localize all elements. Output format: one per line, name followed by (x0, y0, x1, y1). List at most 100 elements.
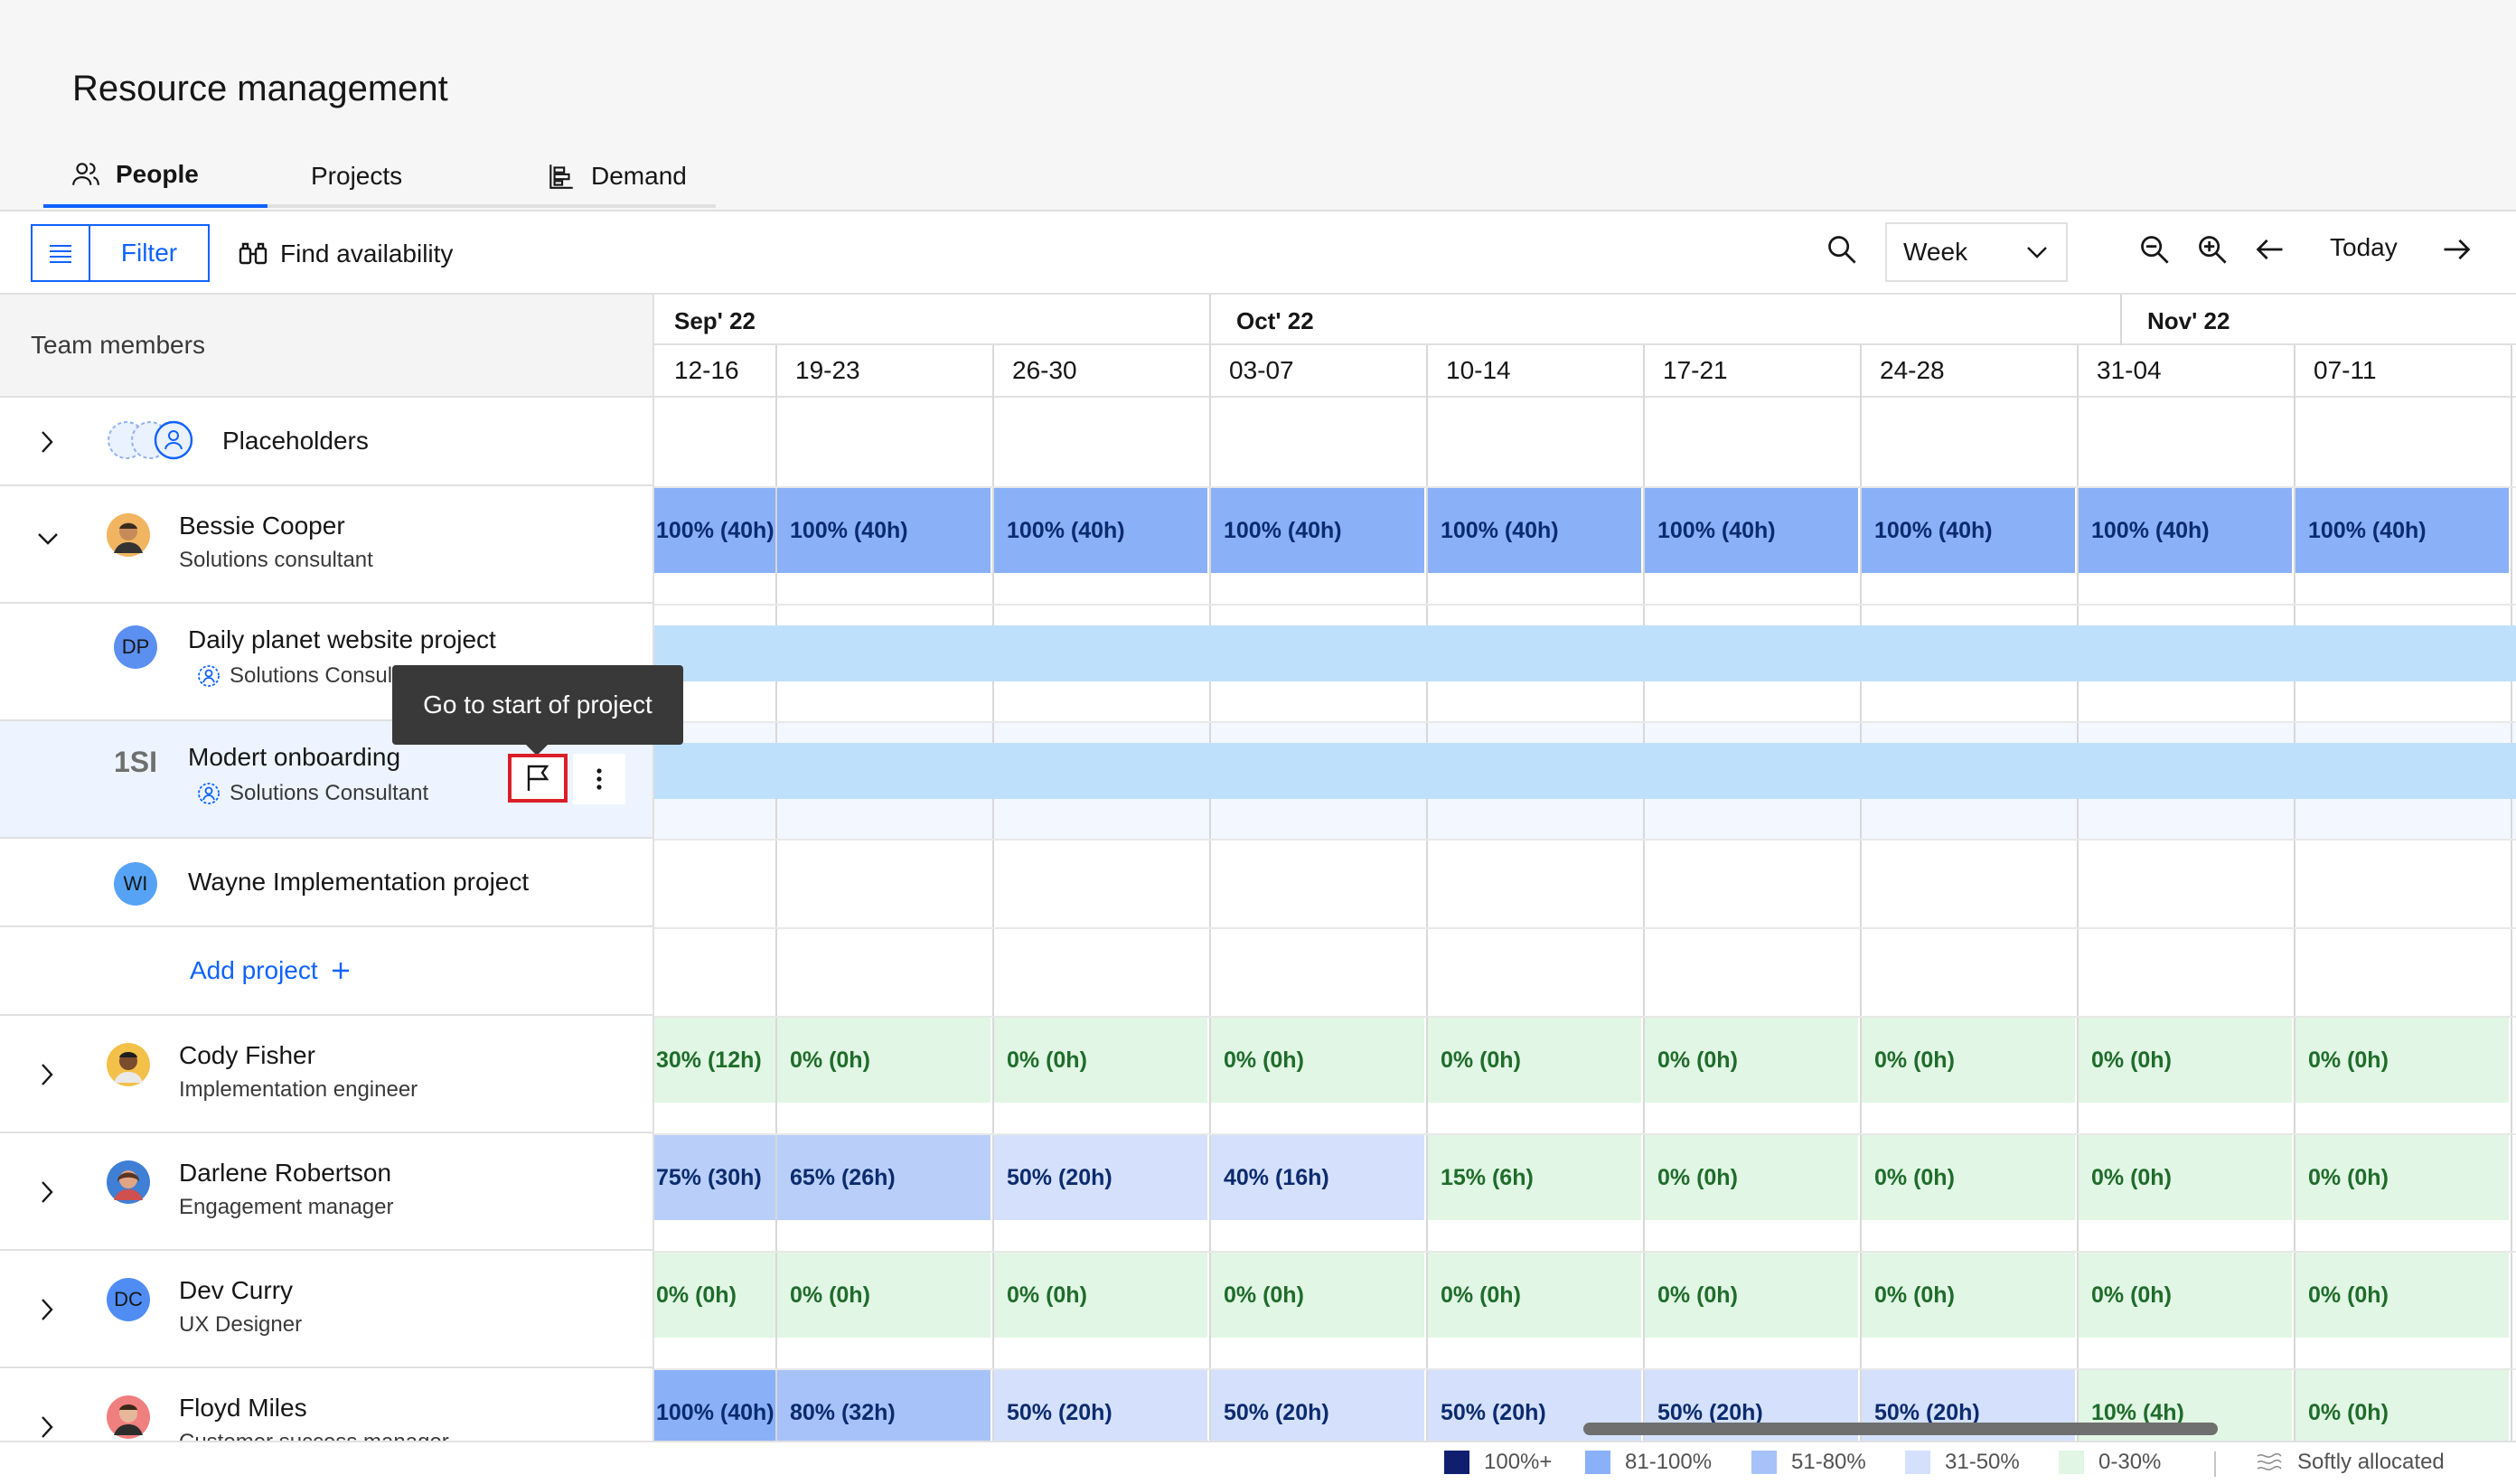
allocation-cell[interactable]: 50% (20h) (994, 1135, 1207, 1220)
allocation-cell[interactable]: 100% (40h) (654, 1370, 775, 1441)
person-row-floyd-miles[interactable]: Floyd Miles Customer success manager (0, 1368, 654, 1441)
person-row-bessie-cooper[interactable]: Bessie Cooper Solutions consultant (0, 486, 654, 604)
allocation-cell[interactable]: 100% (40h) (1862, 488, 2075, 573)
horizontal-scrollbar[interactable] (1583, 1423, 2218, 1435)
allocation-cell[interactable]: 0% (0h) (1428, 1253, 1641, 1338)
allocation-cell[interactable]: 100% (40h) (1428, 488, 1641, 573)
allocation-cell[interactable]: 15% (6h) (1428, 1135, 1641, 1220)
placeholders-row[interactable]: Placeholders (0, 398, 654, 486)
find-availability-button[interactable]: Find availability (239, 231, 453, 277)
filter-button[interactable]: Filter (31, 224, 210, 282)
team-members-header: Team members (0, 295, 654, 398)
allocation-cell[interactable]: 0% (0h) (654, 1253, 775, 1338)
person-row-darlene-robertson[interactable]: Darlene Robertson Engagement manager (0, 1133, 654, 1251)
allocation-cell[interactable]: 0% (0h) (1862, 1018, 2075, 1103)
allocation-cell[interactable]: 0% (0h) (1645, 1253, 1858, 1338)
search-icon[interactable] (1826, 233, 1858, 266)
add-project-button[interactable]: Add project (190, 956, 351, 985)
chevron-right-icon[interactable] (36, 428, 58, 456)
overflow-menu-button[interactable] (573, 754, 625, 804)
legend-swatch (1751, 1451, 1777, 1474)
tab-demand[interactable]: Demand (519, 145, 687, 208)
allocation-cell[interactable]: 0% (0h) (2295, 1135, 2509, 1220)
allocation-cell[interactable]: 0% (0h) (1211, 1253, 1424, 1338)
allocation-cell[interactable]: 0% (0h) (2295, 1018, 2509, 1103)
chevron-down-icon[interactable] (36, 530, 60, 548)
allocation-cell[interactable]: 0% (0h) (2295, 1253, 2509, 1338)
allocation-cell[interactable]: 0% (0h) (1862, 1135, 2075, 1220)
chevron-right-icon[interactable] (36, 1179, 58, 1206)
allocation-cell[interactable]: 100% (40h) (777, 488, 990, 573)
grid-line (992, 345, 994, 1441)
arrow-right-icon[interactable] (2440, 233, 2473, 266)
allocation-cell[interactable]: 50% (20h) (994, 1370, 1207, 1441)
allocation-cell[interactable]: 0% (0h) (1645, 1135, 1858, 1220)
person-row-cody-fisher[interactable]: Cody Fisher Implementation engineer (0, 1016, 654, 1133)
list-icon (33, 226, 90, 280)
allocation-cell[interactable]: 0% (0h) (994, 1018, 1207, 1103)
allocation-cell[interactable]: 50% (20h) (1211, 1370, 1424, 1441)
week-label: 10-14 (1446, 356, 1511, 384)
allocation-cell[interactable]: 100% (40h) (2079, 488, 2292, 573)
allocation-cell[interactable]: 0% (0h) (994, 1253, 1207, 1338)
project-name: Modert onboarding (188, 743, 401, 771)
allocation-cell[interactable]: 80% (32h) (777, 1370, 990, 1441)
allocation-cell[interactable]: 0% (0h) (2295, 1370, 2509, 1441)
allocation-cell[interactable]: 0% (0h) (1211, 1018, 1424, 1103)
project-timeline-bar[interactable] (654, 743, 2516, 799)
allocation-cell[interactable]: 40% (16h) (1211, 1135, 1424, 1220)
project-timeline-bar[interactable] (654, 625, 2516, 681)
zoom-out-icon[interactable] (2138, 233, 2171, 266)
chevron-right-icon[interactable] (36, 1414, 58, 1441)
add-project-row: Add project (0, 927, 654, 1016)
person-name: Darlene Robertson (179, 1159, 392, 1187)
person-role: Customer success manager (179, 1430, 449, 1441)
go-to-start-button[interactable] (508, 754, 568, 803)
allocation-cell[interactable]: 100% (40h) (1645, 488, 1858, 573)
chevron-right-icon[interactable] (36, 1061, 58, 1088)
legend-item: 31-50% (1905, 1450, 2020, 1475)
today-button[interactable]: Today (2330, 233, 2398, 261)
grid-line (1860, 345, 1862, 1441)
view-select[interactable]: Week (1885, 222, 2068, 282)
week-label: 24-28 (1880, 356, 1945, 384)
flag-icon (527, 765, 549, 791)
avatar (107, 1395, 150, 1439)
grid-row-line (654, 1251, 2516, 1253)
allocation-cell[interactable]: 0% (0h) (1645, 1018, 1858, 1103)
project-avatar: DP (114, 625, 157, 669)
allocation-cell[interactable]: 0% (0h) (2079, 1018, 2292, 1103)
legend-label: Softly allocated (2297, 1450, 2445, 1474)
zoom-in-icon[interactable] (2196, 233, 2229, 266)
allocation-cell[interactable]: 0% (0h) (777, 1253, 990, 1338)
allocation-cell[interactable]: 30% (12h) (654, 1018, 775, 1103)
allocation-cell[interactable]: 100% (40h) (2295, 488, 2509, 573)
week-label: 31-04 (2097, 356, 2162, 384)
allocation-cell[interactable]: 0% (0h) (2079, 1135, 2292, 1220)
allocation-cell[interactable]: 65% (26h) (777, 1135, 990, 1220)
allocation-cell[interactable]: 100% (40h) (994, 488, 1207, 573)
legend: 100%+ 81-100% 51-80% 31-50% 0-30% Softly allo… (0, 1441, 2516, 1484)
allocation-cell[interactable]: 0% (0h) (1428, 1018, 1641, 1103)
person-row-dev-curry[interactable]: DC Dev Curry UX Designer (0, 1251, 654, 1368)
project-avatar: WI (114, 862, 157, 906)
grid-row-line (654, 1133, 2516, 1135)
tab-people[interactable]: People (43, 145, 268, 208)
week-label: 26-30 (1012, 356, 1077, 384)
allocation-cell[interactable]: 100% (40h) (1211, 488, 1424, 573)
allocation-cell[interactable]: 0% (0h) (1862, 1253, 2075, 1338)
project-name: Daily planet website project (188, 625, 496, 653)
project-row-wayne-implementation[interactable]: WI Wayne Implementation project (0, 839, 654, 927)
soft-allocation-icon (2257, 1452, 2282, 1470)
avatar: DC (107, 1278, 150, 1321)
grid-line (2294, 345, 2295, 1441)
allocation-cell[interactable]: 0% (0h) (777, 1018, 990, 1103)
tab-projects[interactable]: Projects (43, 145, 402, 208)
allocation-cell[interactable]: 100% (40h) (654, 488, 775, 573)
timeline-grid: Sep' 22 Oct' 22 Nov' 22 12-16 19-23 26-30 0… (654, 295, 2516, 1441)
chevron-right-icon[interactable] (36, 1296, 58, 1323)
arrow-left-icon[interactable] (2254, 233, 2286, 266)
view-select-value: Week (1903, 238, 1968, 266)
allocation-cell[interactable]: 75% (30h) (654, 1135, 775, 1220)
allocation-cell[interactable]: 0% (0h) (2079, 1253, 2292, 1338)
